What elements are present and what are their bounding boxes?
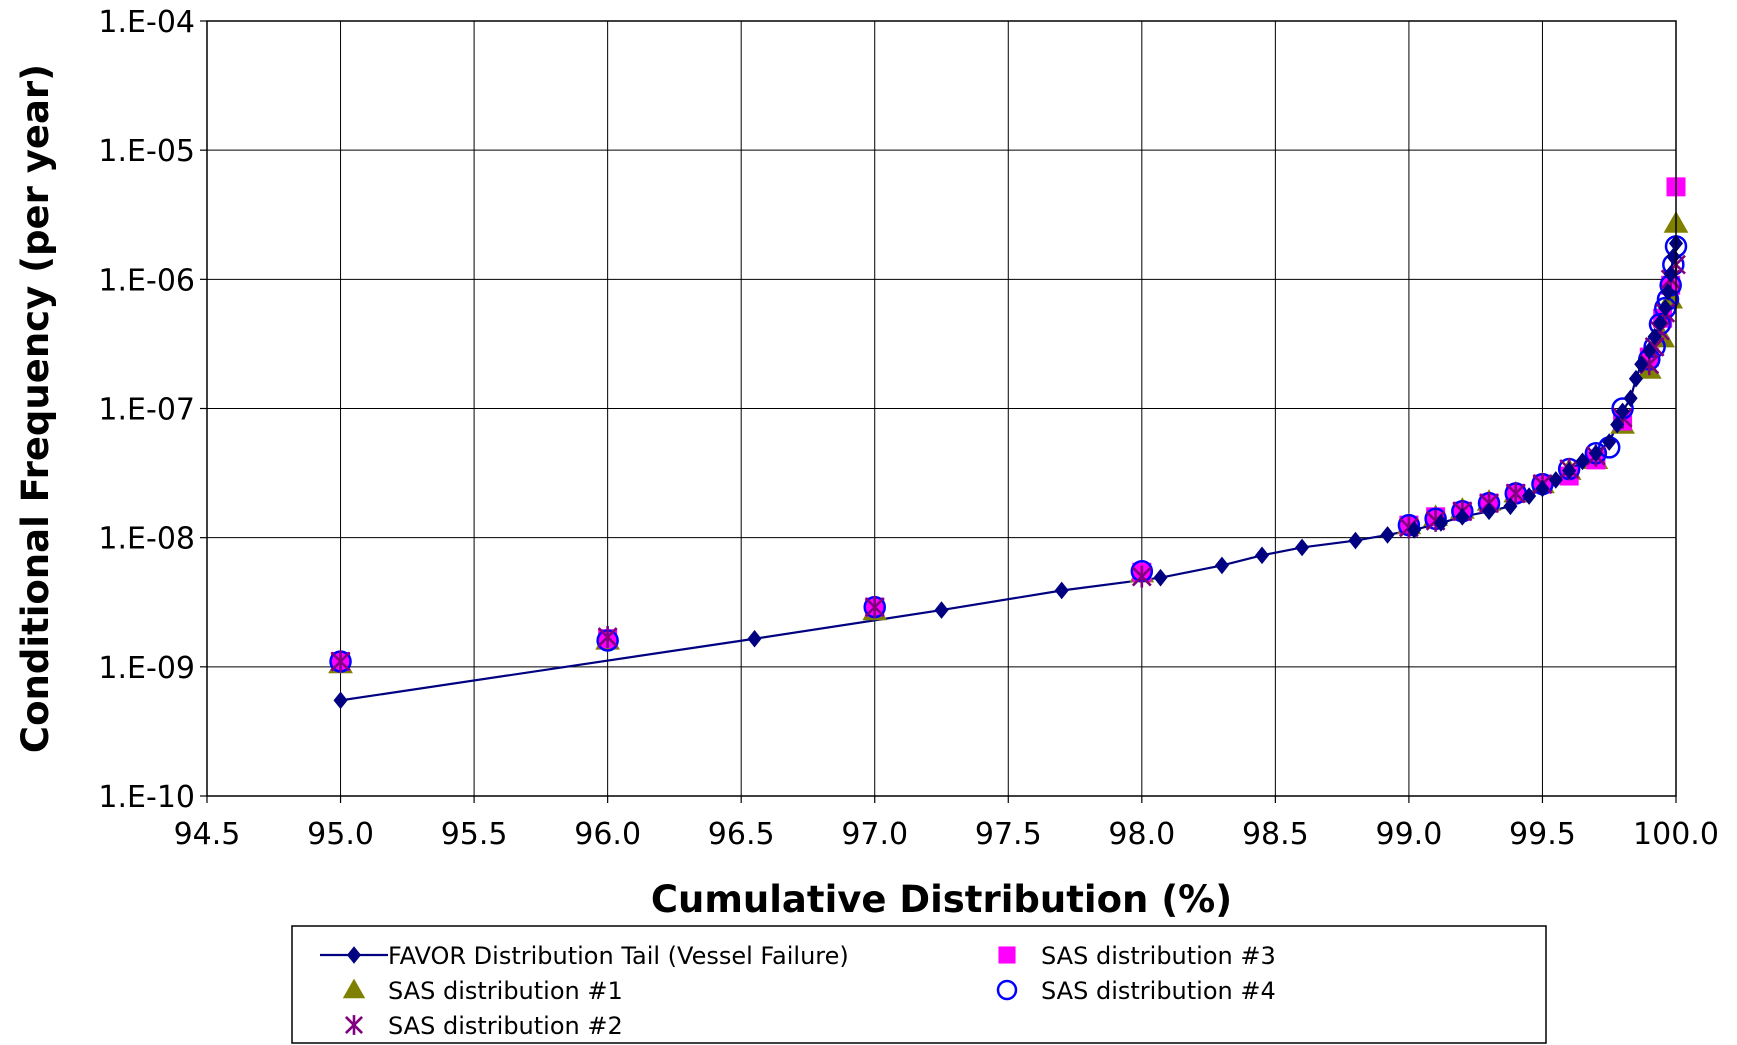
x-tick-label: 97.0 (841, 817, 908, 852)
point-diamond-5 (1214, 556, 1229, 575)
point-asterisk-1 (597, 626, 618, 649)
x-tick-label: 100.0 (1633, 817, 1719, 852)
y-tick-label: 1.E-08 (98, 522, 195, 557)
x-tick-label: 98.5 (1242, 817, 1309, 852)
point-diamond-4 (1153, 568, 1168, 587)
point-diamond-17 (1548, 471, 1563, 489)
legend: FAVOR Distribution Tail (Vessel Failure)… (291, 925, 1547, 1044)
point-diamond-28 (1647, 327, 1662, 346)
point-diamond-2 (934, 601, 949, 619)
point-diamond-18 (1562, 461, 1577, 480)
y-tick-label: 1.E-05 (98, 134, 195, 169)
legend-box (291, 925, 1547, 1044)
point-diamond-3 (1054, 581, 1069, 600)
legend-label: FAVOR Distribution Tail (Vessel Failure) (388, 942, 849, 970)
point-diamond-7 (1295, 538, 1310, 557)
y-tick-label: 1.E-07 (98, 393, 195, 428)
point-diamond-22 (1610, 415, 1625, 434)
y-tick-label: 1.E-04 (98, 5, 195, 40)
point-diamond-23 (1615, 402, 1630, 421)
legend-item: SAS distribution #1 (342, 977, 623, 1005)
point-diamond-29 (1652, 314, 1668, 332)
x-tick-label: 99.5 (1509, 817, 1576, 852)
point-asterisk-2 (864, 596, 885, 619)
legend-item: SAS distribution #2 (344, 1012, 623, 1040)
point-diamond-0 (333, 691, 348, 710)
point-diamond-24 (1623, 389, 1638, 408)
y-tick-label: 1.E-06 (98, 263, 195, 298)
point-diamond-30 (1658, 299, 1673, 317)
point-diamond-10 (1407, 521, 1422, 539)
point-diamond-6 (1254, 546, 1270, 565)
point-diamond-13 (1481, 502, 1497, 521)
point-diamond-12 (1455, 508, 1470, 526)
point-diamond-21 (1602, 433, 1617, 451)
point-asterisk-0 (330, 650, 351, 673)
y-tick-label: 1.E-09 (98, 651, 195, 686)
y-tick-label: 1.E-10 (98, 780, 195, 815)
legend-swatch (344, 1015, 364, 1035)
point-diamond-8 (1348, 531, 1363, 550)
legend-label: SAS distribution #2 (388, 1012, 623, 1040)
x-tick-labels: 94.5 95.0 95.5 96.0 96.5 97.0 97.5 98.0 98.5 99.0… (174, 817, 1719, 852)
x-tick-label: 95.5 (441, 817, 508, 852)
point-diamond-15 (1522, 487, 1537, 505)
y-axis-title: Conditional Frequency (per year) (14, 64, 57, 753)
gridlines (200, 20, 1677, 803)
legend-swatch (996, 979, 1018, 1001)
point-diamond-16 (1535, 479, 1550, 498)
point-diamond-32 (1663, 265, 1678, 283)
legend-swatch (342, 978, 366, 999)
legend-label: SAS distribution #1 (388, 977, 623, 1005)
point-diamond-19 (1575, 452, 1590, 471)
x-tick-label: 98.0 (1108, 817, 1175, 852)
legend-label: SAS distribution #4 (1041, 977, 1276, 1005)
legend-item: SAS distribution #3 (998, 942, 1276, 970)
point-asterisk-3 (1131, 565, 1152, 588)
x-axis-title: Cumulative Distribution (%) (651, 878, 1232, 921)
point-diamond-20 (1588, 444, 1603, 463)
point-diamond-14 (1503, 497, 1518, 516)
point-diamond-11 (1433, 514, 1449, 532)
legend-label: SAS distribution #3 (1041, 942, 1276, 970)
point-diamond-9 (1380, 526, 1395, 544)
legend-swatch (998, 946, 1016, 964)
legend-swatch (346, 946, 362, 964)
point-diamond-1 (747, 629, 762, 648)
x-tick-label: 97.5 (975, 817, 1042, 852)
y-tick-labels: 1.E-10 1.E-09 1.E-08 1.E-07 1.E-06 1.E-05 1.E-… (98, 5, 195, 815)
x-tick-label: 96.0 (574, 817, 641, 852)
x-tick-label: 95.0 (307, 817, 374, 852)
plot-frame (206, 20, 1677, 797)
data-marks (328, 177, 1689, 710)
x-tick-label: 94.5 (174, 817, 241, 852)
legend-item: SAS distribution #4 (996, 977, 1276, 1005)
point-diamond-27 (1642, 341, 1657, 360)
x-tick-label: 96.5 (708, 817, 775, 852)
point-diamond-26 (1634, 355, 1649, 374)
point-diamond-25 (1628, 369, 1643, 388)
point-diamond-31 (1660, 283, 1676, 301)
x-tick-label: 99.0 (1376, 817, 1443, 852)
legend-item: FAVOR Distribution Tail (Vessel Failure) (320, 942, 849, 970)
